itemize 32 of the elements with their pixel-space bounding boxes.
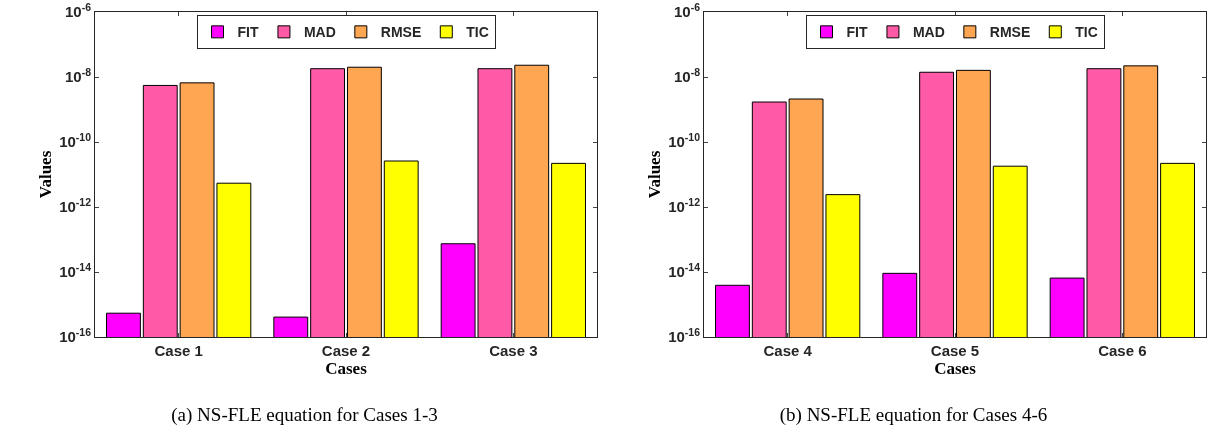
legend-label: TIC <box>1075 24 1098 41</box>
legend-label: FIT <box>237 24 259 41</box>
legend-label: MAD <box>303 24 336 41</box>
y-axis-title: Values <box>645 150 664 199</box>
y-axis-title: Values <box>36 150 55 199</box>
y-tick-label: 10$^{-6}$ <box>64 0 92 21</box>
x-axis-title: Cases <box>934 359 977 379</box>
y-tick-label: 10$^{-8}$ <box>673 65 701 86</box>
y-tick-label: 10$^{-10}$ <box>668 130 701 151</box>
legend-label: RMSE <box>380 24 422 41</box>
x-tick-label: Case 2 <box>321 342 371 359</box>
text: (b) NS-FLE equation for Cases 4-6 <box>779 403 1048 425</box>
y-tick-label: 10$^{-8}$ <box>64 65 92 86</box>
x-tick-label: Case 6 <box>1098 342 1147 359</box>
y-tick-label: 10$^{-16}$ <box>59 325 92 346</box>
y-tick-label: 10$^{-12}$ <box>59 195 92 216</box>
x-axis-title: Cases <box>325 359 368 379</box>
y-tick-label: 10$^{-6}$ <box>673 0 701 21</box>
x-tick-label: Case 4 <box>763 342 813 359</box>
legend-label: TIC <box>466 24 489 41</box>
x-tick-label: Case 1 <box>154 342 203 359</box>
y-tick-label: 10$^{-12}$ <box>668 195 701 216</box>
y-tick-label: 10$^{-10}$ <box>59 130 92 151</box>
y-tick-label: 10$^{-16}$ <box>668 325 701 346</box>
y-tick-label: 10$^{-14}$ <box>668 260 701 281</box>
text: (a) NS-FLE equation for Cases 1-3 <box>171 403 438 425</box>
legend-label: RMSE <box>989 24 1031 41</box>
x-tick-label: Case 3 <box>489 342 538 359</box>
x-tick-label: Case 5 <box>930 342 980 359</box>
legend-label: MAD <box>912 24 945 41</box>
legend-label: FIT <box>846 24 868 41</box>
y-tick-label: 10$^{-14}$ <box>59 260 92 281</box>
